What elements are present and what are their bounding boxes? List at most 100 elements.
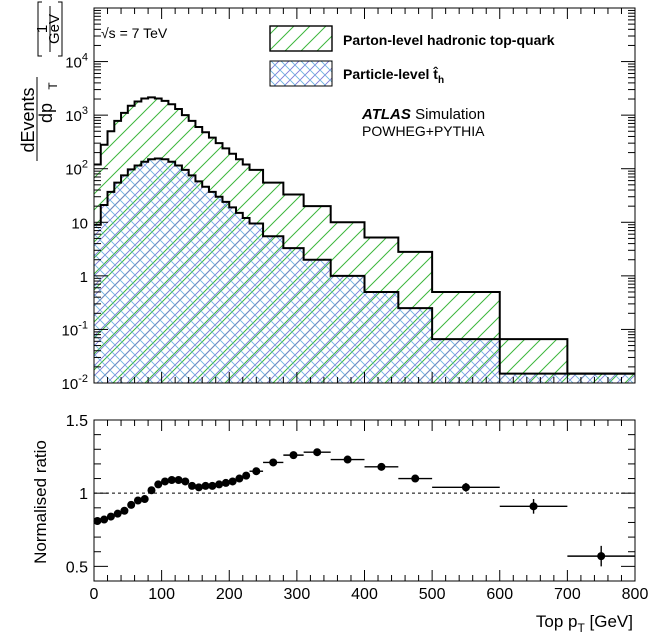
ratio-point-marker (529, 502, 538, 511)
ratio-y-tick-label: 1 (79, 486, 88, 503)
ratio-point-marker (215, 480, 224, 489)
ratio-point-marker (161, 477, 170, 486)
ratio-point (208, 481, 217, 490)
ratio-point (499, 499, 568, 514)
bottom-frame (93, 419, 636, 582)
x-tick-label: 200 (216, 586, 243, 603)
ratio-y-tick-label: 0.5 (66, 559, 88, 576)
ratio-point (93, 516, 102, 525)
ratio-point (120, 506, 129, 515)
histogram-outline-particle (94, 157, 635, 375)
x-tick-label: 100 (148, 586, 175, 603)
y-tick-label: 1 (80, 269, 88, 286)
ratio-point (100, 515, 109, 524)
ratio-point-marker (208, 481, 217, 490)
ratio-point (398, 474, 433, 483)
legend-label-particle: Particle-level t̂h (343, 65, 444, 86)
ratio-point-marker (343, 455, 352, 464)
ratio-point-marker (269, 458, 278, 467)
ratio-point (242, 471, 251, 480)
ratio-point-marker (113, 509, 122, 518)
ratio-point-marker (120, 506, 129, 515)
energy-value: = 7 TeV (116, 25, 168, 41)
ratio-point-marker (194, 483, 203, 492)
x-axis-title: Top pT [GeV] (536, 612, 633, 635)
histogram-outline-parton (94, 96, 635, 375)
ratio-y-tick-label: 1.5 (66, 413, 88, 430)
ylabel-sub: dp (36, 103, 56, 123)
svg-text:√s = 7 TeV: √s = 7 TeV (101, 25, 168, 41)
ratio-point-marker (140, 495, 149, 504)
legend-label-parton: Parton-level hadronic top-quark (343, 32, 555, 48)
ratio-point (283, 451, 304, 460)
ratio-point (263, 458, 284, 467)
ratio-point (154, 480, 163, 489)
ratio-point (133, 496, 142, 505)
ratio-point (174, 476, 183, 485)
ratio-point-marker (235, 474, 244, 483)
ratio-point (201, 481, 210, 490)
ratio-point (147, 486, 156, 495)
ratio-point-marker (93, 516, 102, 525)
ylabel-unit-num: 1 (34, 25, 51, 33)
ylabel-sub-subscript: T (46, 82, 60, 90)
legend-swatch-particle (269, 60, 333, 87)
y-tick-label: 104 (65, 52, 88, 72)
x-tick-label: 700 (554, 586, 581, 603)
x-tick-label: 400 (351, 586, 378, 603)
legend-item-parton: Parton-level hadronic top-quark (269, 25, 555, 52)
y-tick-label: 10-1 (62, 319, 88, 339)
legend-swatch-parton (269, 25, 333, 52)
legend-item-particle: Particle-level t̂h (269, 60, 444, 87)
x-tick-label: 0 (90, 586, 99, 603)
ratio-point (221, 478, 230, 487)
legend: Parton-level hadronic top-quark Particle… (269, 25, 555, 87)
ratio-point (161, 477, 170, 486)
ratio-point-marker (313, 448, 322, 457)
y-tick-label: 10 (71, 215, 88, 232)
ratio-point-marker (181, 477, 190, 486)
ratio-point-marker (100, 515, 109, 524)
ratio-point-marker (174, 476, 183, 485)
ratio-point-marker (201, 481, 210, 490)
ratio-point-marker (127, 500, 136, 509)
ratio-point (127, 500, 136, 509)
ratio-point-marker (411, 474, 420, 483)
ratio-point (567, 545, 635, 567)
x-tick-label: 800 (622, 586, 649, 603)
ratio-point (106, 512, 115, 521)
ratio-point-marker (221, 478, 230, 487)
ratio-point-marker (154, 480, 163, 489)
atlas-simulation-text: Simulation (415, 106, 485, 123)
ratio-point (194, 483, 203, 492)
ratio-point (330, 455, 365, 464)
ratio-point-marker (242, 471, 251, 480)
ratio-point (364, 462, 399, 471)
ratio-point (432, 482, 500, 492)
ylabel-unit-den: GeV (46, 14, 63, 44)
ratio-point (140, 495, 149, 504)
atlas-text: ATLAS (361, 106, 411, 123)
atlas-label: ATLAS Simulation POWHEG+PYTHIA (361, 106, 485, 139)
svg-text:ATLAS Simulation: ATLAS Simulation (361, 106, 485, 123)
histogram-fill-particle (94, 158, 635, 383)
ratio-point (188, 481, 197, 490)
y-tick-label: 102 (65, 159, 88, 179)
ratio-point-marker (252, 467, 261, 476)
ylabel-main: dEvents (18, 87, 38, 152)
ratio-point (181, 477, 190, 486)
ratio-point (303, 448, 331, 457)
ratio-point-marker (147, 486, 156, 495)
energy-annotation: √s = 7 TeV (101, 25, 168, 41)
x-tick-label: 600 (486, 586, 513, 603)
energy-sqrt-symbol: √s (101, 25, 116, 41)
x-tick-label: 500 (419, 586, 446, 603)
bottom-panel: 0.5 1 1.5 0 100 200 300 400 500 600 700 800 Normali… (31, 413, 648, 635)
ratio-point-marker (167, 476, 176, 485)
top-y-axis-title: dEvents dp T 1 GeV (18, 1, 63, 161)
ratio-point (228, 477, 237, 486)
ratio-point (235, 474, 244, 483)
ratio-point-marker (106, 512, 115, 521)
ratio-point-marker (289, 451, 298, 460)
